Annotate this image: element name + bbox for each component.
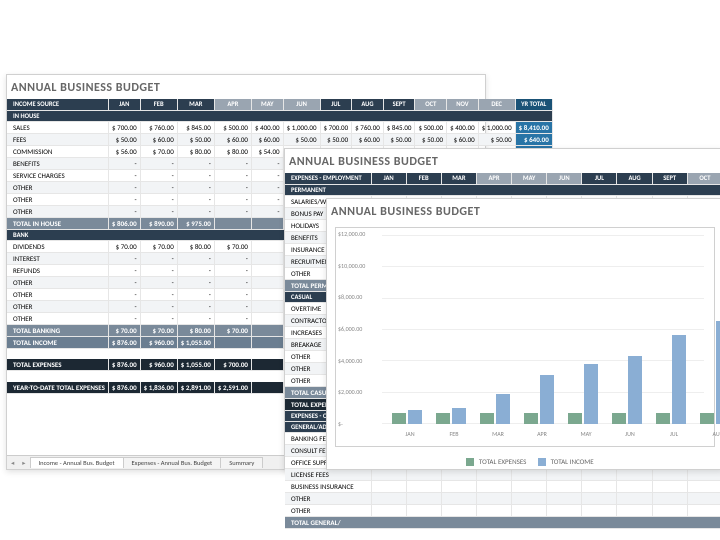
chart-legend: TOTAL EXPENSES TOTAL INCOME	[327, 453, 720, 472]
bar-expenses	[480, 413, 494, 424]
row-label: REFUNDS	[7, 264, 108, 276]
row-label: OTHER	[285, 492, 371, 504]
x-tick-label: AUG	[698, 430, 720, 438]
row-label: OTHER	[7, 300, 108, 312]
tab-nav-prev-icon[interactable]: ◂	[7, 459, 18, 467]
bar-expenses	[612, 413, 626, 424]
x-tick-label: MAR	[478, 430, 518, 438]
row-label: TOTAL EXPENSES	[7, 359, 108, 371]
sheet-summary-chart: ANNUAL BUSINESS BUDGET JAN FEB MAR APR MAY JU…	[326, 198, 720, 470]
y-tick-label: $6,000.00	[338, 325, 362, 333]
row-label: OTHER	[7, 181, 108, 193]
tab-expenses[interactable]: Expenses - Annual Bus. Budget	[123, 457, 222, 468]
bar-expenses	[700, 413, 714, 424]
row-label: OTHER	[7, 276, 108, 288]
row-label: OTHER	[7, 193, 108, 205]
row-label: OTHER	[7, 205, 108, 217]
row-label: OTHER	[285, 504, 371, 516]
legend-label-income: TOTAL INCOME	[551, 457, 594, 466]
row-label: INTEREST	[7, 252, 108, 264]
row-label: DIVIDENDS	[7, 240, 108, 252]
col-yr-total: YR TOTAL	[515, 99, 552, 110]
row-label: FEES	[7, 133, 108, 145]
sheet2-title: ANNUAL BUSINESS BUDGET	[285, 149, 720, 173]
x-tick-label: FEB	[434, 430, 474, 438]
budget-chart: JANFEBMARAPRMAYJUNJULAUG $12,000.00$10,0…	[335, 227, 715, 447]
row-label: OTHER	[7, 312, 108, 324]
row-label: TOTAL BANKING	[7, 324, 108, 336]
col-expenses-employment: EXPENSES - EMPLOYMENT	[285, 173, 371, 184]
row-label: TOTAL IN HOUSE	[7, 217, 108, 229]
tab-income[interactable]: Income - Annual Bus. Budget	[30, 457, 124, 468]
bar-income	[716, 321, 720, 424]
bar-income	[408, 410, 422, 424]
y-tick-label: $10,000.00	[338, 262, 365, 270]
row-label: COMMISSION	[7, 145, 108, 157]
y-tick-label: $8,000.00	[338, 293, 362, 301]
bar-income	[540, 375, 554, 424]
bar-income	[496, 394, 510, 424]
legend-label-expenses: TOTAL EXPENSES	[479, 457, 527, 466]
income-header-row: INCOME SOURCE JAN FEB MAR APR MAY JUN JU…	[7, 99, 552, 110]
sheet1-title: ANNUAL BUSINESS BUDGET	[7, 75, 485, 99]
x-tick-label: MAY	[566, 430, 606, 438]
bar-expenses	[656, 413, 670, 424]
section-permanent: PERMANENT	[285, 184, 720, 195]
legend-swatch-income	[538, 458, 546, 466]
row-label: SALES	[7, 121, 108, 133]
x-tick-label: JAN	[390, 430, 430, 438]
bar-income	[628, 356, 642, 424]
tab-summary[interactable]: Summary	[220, 457, 263, 468]
section-in-house: IN HOUSE	[7, 110, 552, 121]
y-tick-label: $12,000.00	[338, 230, 365, 238]
bar-income	[452, 408, 466, 424]
bar-expenses	[436, 413, 450, 424]
bar-expenses	[392, 413, 406, 424]
bar-income	[584, 364, 598, 424]
x-tick-label: JUL	[654, 430, 694, 438]
bar-expenses	[568, 413, 582, 424]
row-label: BENEFITS	[7, 157, 108, 169]
sheet3-title: ANNUAL BUSINESS BUDGET	[327, 199, 720, 223]
row-label: OTHER	[7, 288, 108, 300]
bar-income	[672, 335, 686, 424]
legend-swatch-expenses	[466, 458, 474, 466]
row-label: TOTAL INCOME	[7, 336, 108, 348]
tab-nav-next-icon[interactable]: ▸	[18, 459, 29, 467]
y-tick-label: $-	[338, 420, 343, 428]
row-label: BUSINESS INSURANCE	[285, 480, 371, 492]
col-income-source: INCOME SOURCE	[7, 99, 108, 110]
bar-expenses	[524, 413, 538, 424]
row-label: SERVICE CHARGES	[7, 169, 108, 181]
subtotal-general: TOTAL GENERAL/	[285, 516, 720, 528]
row-label: YEAR-TO-DATE TOTAL EXPENSES	[7, 382, 108, 394]
x-tick-label: APR	[522, 430, 562, 438]
y-tick-label: $4,000.00	[338, 357, 362, 365]
x-tick-label: JUN	[610, 430, 650, 438]
y-tick-label: $2,000.00	[338, 388, 362, 396]
